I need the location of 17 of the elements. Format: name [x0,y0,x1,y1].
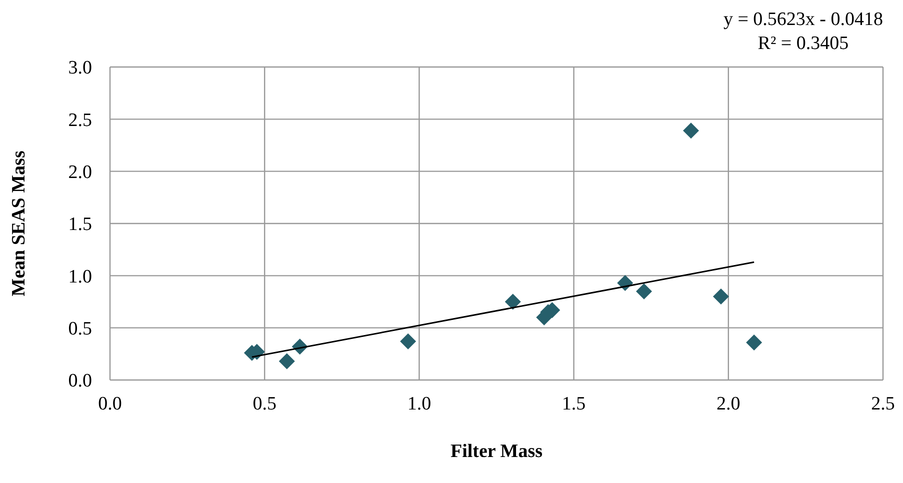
x-tick-label: 1.5 [562,393,586,414]
y-tick-label: 0.5 [68,318,92,340]
y-tick-label: 2.5 [68,110,92,131]
x-tick-label: 0.0 [98,393,122,414]
y-axis-title: Mean SEAS Mass [8,150,30,296]
y-tick-label: 3.0 [68,58,92,79]
x-tick-label: 0.5 [252,393,276,414]
x-tick-label: 1.0 [407,393,432,414]
text: R² = 0.3405 [756,32,850,56]
y-tick-label: 1.0 [68,266,92,288]
y-tick-label: 0.0 [68,370,92,392]
x-tick-label: 2.0 [716,393,740,414]
x-axis-title: Filter Mass [450,441,542,462]
text: y = 0.5623x - 0.0418 [723,8,883,32]
y-tick-label: 1.5 [68,214,92,236]
y-tick-label: 2.0 [68,162,92,184]
x-tick-label: 2.5 [871,393,895,414]
